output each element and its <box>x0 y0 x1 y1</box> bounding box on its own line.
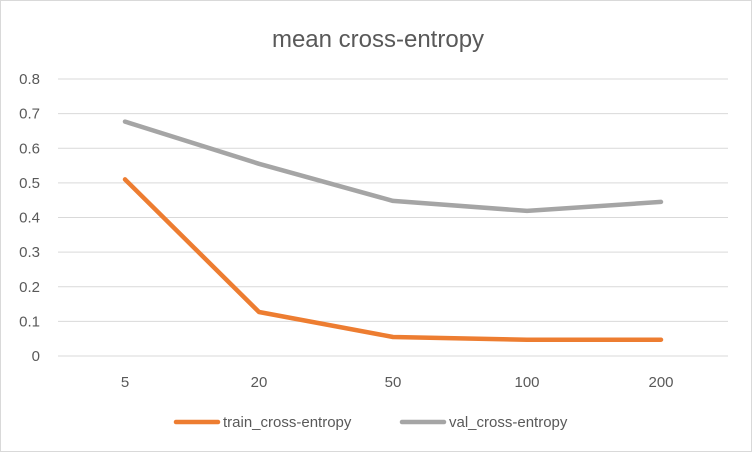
x-axis-ticks: 5 20 50 100 200 <box>121 374 674 391</box>
legend-label-val_cross-entropy: val_cross-entropy <box>449 414 568 431</box>
x-tick-label: 5 <box>121 374 129 391</box>
y-tick-label: 0.5 <box>19 175 40 192</box>
x-tick-label: 50 <box>385 374 402 391</box>
series-line-val_cross-entropy <box>122 119 664 214</box>
series-lines <box>122 119 664 342</box>
y-tick-label: 0.3 <box>19 244 40 261</box>
gridlines <box>58 78 728 357</box>
y-tick-label: 0.7 <box>19 106 40 123</box>
y-tick-label: 0.1 <box>19 313 40 330</box>
y-axis-ticks: 0 0.1 0.2 0.3 0.4 0.5 0.6 0.7 0.8 <box>19 71 40 365</box>
x-tick-label: 20 <box>251 374 268 391</box>
y-tick-label: 0.2 <box>19 279 40 296</box>
legend: train_cross-entropy val_cross-entropy <box>173 414 568 431</box>
x-tick-label: 200 <box>648 374 673 391</box>
y-tick-label: 0.8 <box>19 71 40 88</box>
y-tick-label: 0.6 <box>19 140 40 157</box>
chart-title: mean cross-entropy <box>272 26 484 53</box>
series-line-train_cross-entropy <box>122 177 664 342</box>
x-tick-label: 100 <box>514 374 539 391</box>
y-tick-label: 0 <box>32 348 40 365</box>
y-tick-label: 0.4 <box>19 210 40 227</box>
legend-label-train_cross-entropy: train_cross-entropy <box>223 414 352 431</box>
